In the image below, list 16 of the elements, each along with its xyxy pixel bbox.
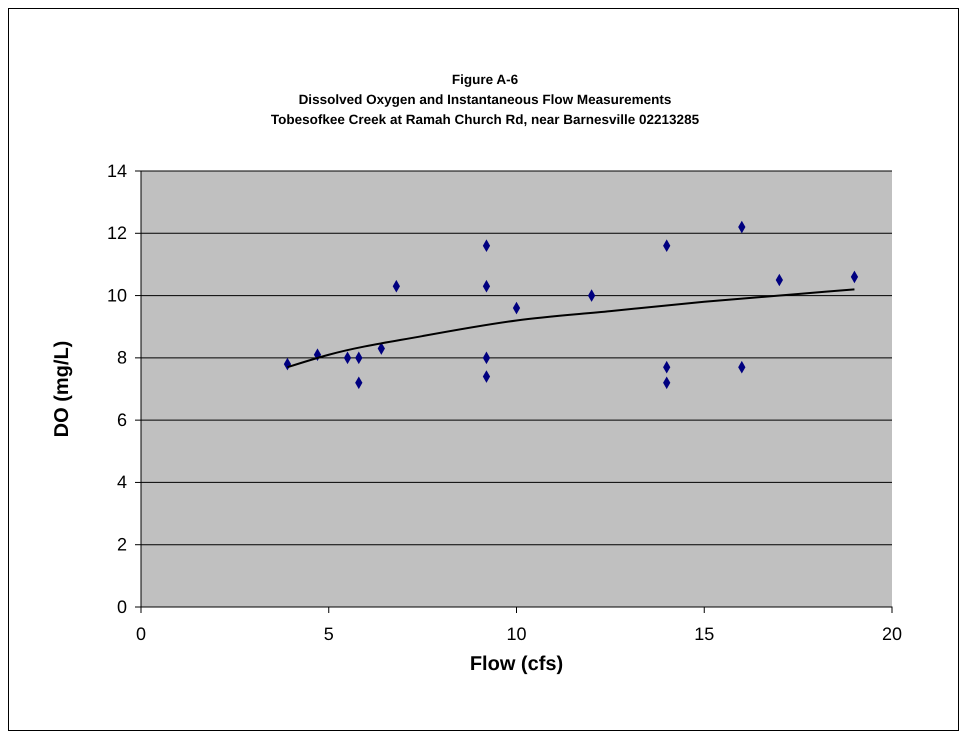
x-tick-label: 5 — [324, 624, 334, 644]
x-axis-title: Flow (cfs) — [470, 653, 564, 675]
chart-title: Figure A-6 Dissolved Oxygen and Instantaneous Flow Measurements Tobesofkee Creek at Ramah Church Rd, near Barnesville 02213285 — [270, 72, 700, 127]
y-tick-label: 4 — [116, 472, 127, 492]
y-tick-label: 12 — [106, 223, 127, 244]
y-tick-label: 0 — [116, 596, 127, 617]
y-tick-label: 10 — [106, 285, 127, 306]
y-tick-label: 6 — [116, 410, 127, 430]
y-axis-title: DO (mg/L) — [51, 340, 73, 438]
y-tick-label: 14 — [106, 160, 127, 181]
x-tick-label: 10 — [506, 624, 527, 644]
x-tick-label: 0 — [136, 624, 146, 644]
x-tick-label: 15 — [694, 624, 714, 644]
y-tick-label: 8 — [116, 348, 127, 368]
x-tick-label: 20 — [882, 624, 902, 644]
y-tick-label: 2 — [116, 534, 127, 554]
